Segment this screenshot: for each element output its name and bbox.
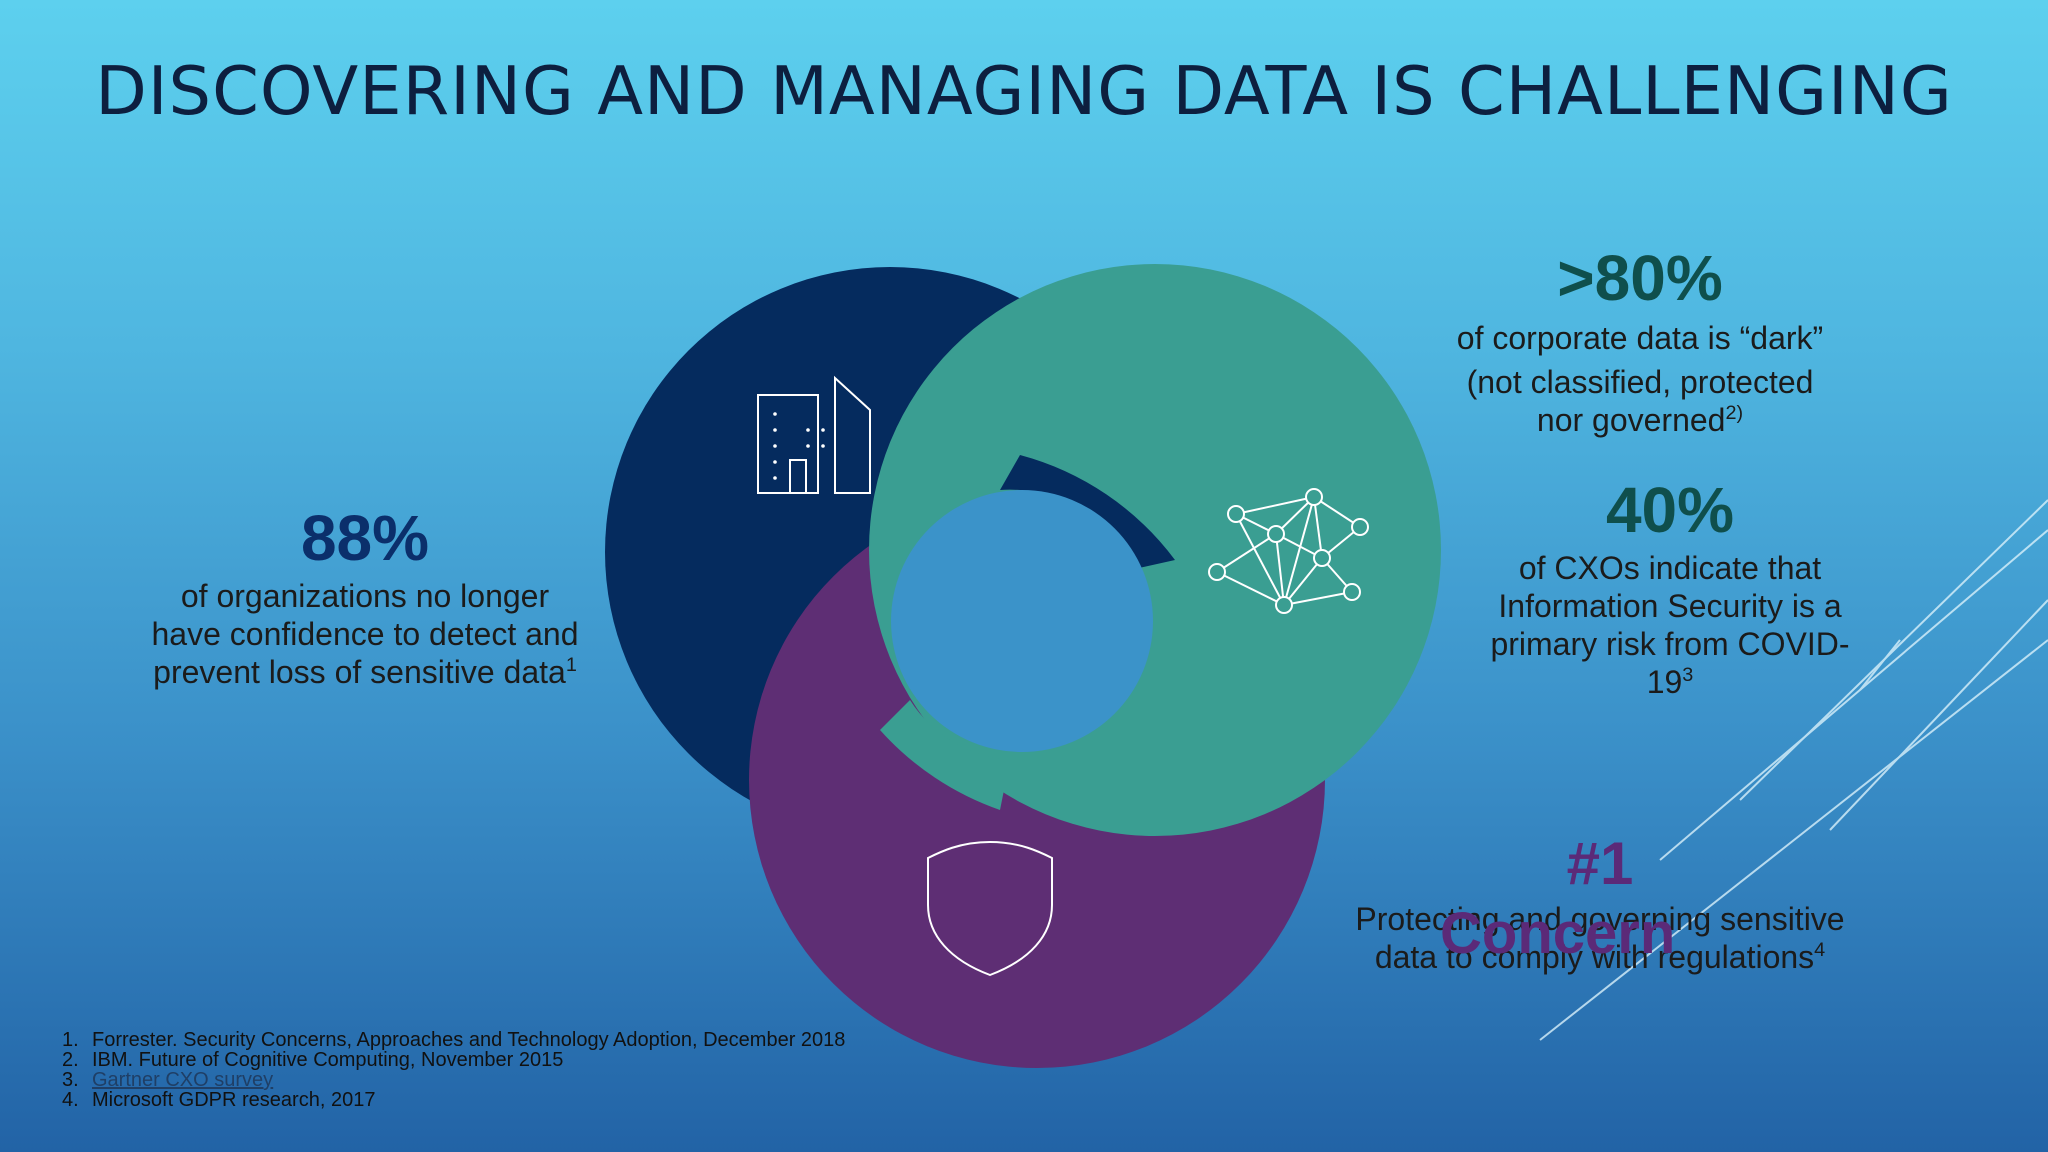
reference-text: IBM. Future of Cognitive Computing, Nove… [92,1049,564,1071]
shield-icon [927,840,1053,977]
network-icon [1208,488,1369,614]
stat-40-text: of CXOs indicate that Information Securi… [1490,549,1850,700]
slide-title: DISCOVERING AND MANAGING DATA IS CHALLEN… [95,52,1953,130]
reference-item: 4. Microsoft GDPR research, 2017 [62,1089,376,1111]
stat-1-footnote: 4 [1814,939,1826,962]
reference-item: 3. Gartner CXO survey [62,1069,274,1091]
stat-40: 40% of CXOs indicate that Information Se… [1470,472,1870,701]
stat-80: >80% of corporate data is “dark” (not cl… [1420,240,1860,439]
stat-80-line3: nor governed [1536,401,1726,438]
stat-1-value: #1 [1566,830,1634,897]
stat-80-footnote: 2) [1725,401,1744,424]
stat-40-value: 40% [1605,474,1735,546]
stat-40-footnote: 3 [1682,663,1694,686]
reference-text: Microsoft GDPR research, 2017 [92,1089,376,1111]
stat-80-line1: of corporate data is “dark” [1456,319,1824,356]
stat-88-value: 88% [300,502,430,574]
stat-80-value: >80% [1557,242,1723,314]
references-list: 1. Forrester. Security Concerns, Approac… [62,1030,862,1110]
buildings-icon [757,375,871,494]
reference-item: 2. IBM. Future of Cognitive Computing, N… [62,1049,564,1071]
reference-item: 1. Forrester. Security Concerns, Approac… [62,1029,846,1051]
center-hole [891,490,1153,752]
concern-label: Concern [1440,901,1676,966]
stat-80-line2: (not classified, protected [1466,363,1814,400]
stat-88-text: of organizations no longer have confiden… [151,577,579,690]
stat-88-footnote: 1 [565,653,577,676]
stat-1-text: Protecting and governing sensitive data … [1355,901,1845,975]
gartner-survey-link[interactable]: Gartner CXO survey [92,1069,274,1091]
stat-88: 88% of organizations no longer have conf… [150,500,580,691]
reference-text: Forrester. Security Concerns, Approaches… [92,1029,846,1051]
stat-1: #1 Protecting and governing sensitive da… [1350,828,1850,976]
